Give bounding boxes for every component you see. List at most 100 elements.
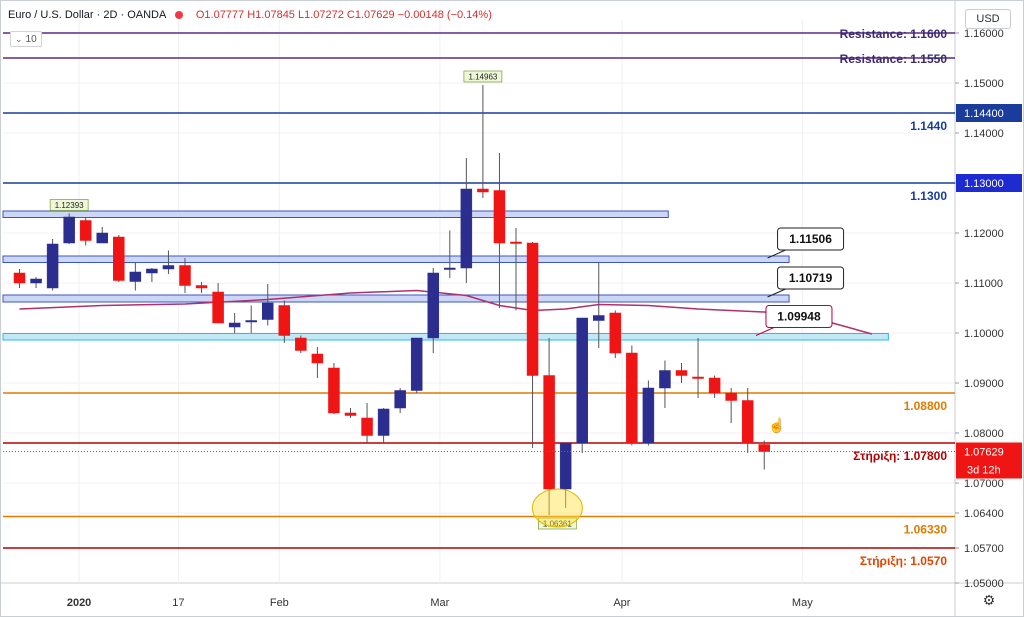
y-tick-label: 1.07000 xyxy=(964,478,1004,490)
y-tick-label: 1.08000 xyxy=(964,428,1004,440)
countdown-tag xyxy=(956,460,1022,479)
currency-button[interactable]: USD xyxy=(965,9,1011,29)
hl-label-text: 1.06361 xyxy=(543,520,572,529)
y-tick-label: 1.05700 xyxy=(964,543,1004,555)
callout-pointer xyxy=(767,288,786,298)
y-tick-label: 1.11000 xyxy=(964,278,1003,290)
level-label: Resistance: 1.1550 xyxy=(840,52,948,66)
candle-body xyxy=(609,312,622,354)
level-label: 1.1440 xyxy=(910,119,947,133)
candle-body xyxy=(79,220,92,241)
candle-body xyxy=(427,272,439,339)
candle-body xyxy=(460,188,473,269)
candle-body xyxy=(228,322,241,328)
y-tick-label: 1.15000 xyxy=(964,78,1004,90)
axis-price-tag xyxy=(956,174,1022,192)
callout-label: 1.11506 xyxy=(789,232,832,246)
symbol-title[interactable]: Euro / U.S. Dollar · 2D · OANDA xyxy=(8,9,166,21)
candle-body xyxy=(675,370,688,376)
candle-body xyxy=(30,278,42,284)
candle-body xyxy=(328,367,340,414)
hl-label-text: 1.12393 xyxy=(55,201,84,210)
x-tick-label: 2020 xyxy=(67,597,91,609)
candle-body xyxy=(758,444,770,452)
y-tick-label: 1.16000 xyxy=(964,28,1004,40)
x-tick-label: Mar xyxy=(430,597,449,609)
zone-band xyxy=(2,210,669,218)
candle-body xyxy=(626,352,638,444)
candle-body xyxy=(344,412,357,416)
zone-band xyxy=(2,294,790,303)
candle-body xyxy=(212,291,224,324)
candle-body xyxy=(576,317,588,444)
candle-body xyxy=(162,265,175,270)
zone-band xyxy=(2,333,889,341)
candle-body xyxy=(46,243,59,289)
ohlc-readout: O1.07777 H1.07845 L1.07272 C1.07629 −0.0… xyxy=(195,9,492,21)
candle-body xyxy=(410,337,423,391)
candle-body xyxy=(642,387,655,444)
candle-body xyxy=(63,216,75,244)
last-price-value: 1.07629 xyxy=(964,447,1004,459)
candle-body xyxy=(146,268,158,274)
x-tick-label: Apr xyxy=(613,597,630,609)
last-price-tag xyxy=(956,442,1022,461)
candle-body xyxy=(477,188,489,193)
candle-body xyxy=(394,390,406,409)
candle-body xyxy=(245,320,257,323)
candle-body xyxy=(692,376,704,379)
level-label: 1.1300 xyxy=(910,189,947,203)
candle-body xyxy=(526,242,539,376)
callout-pointer xyxy=(767,249,786,259)
candle-body xyxy=(262,302,274,320)
candle-body xyxy=(593,315,605,321)
axis-price-tag-label: 1.13000 xyxy=(964,178,1004,190)
x-tick-label: Feb xyxy=(270,597,289,609)
candle-body xyxy=(295,337,307,351)
x-tick-label: 17 xyxy=(172,597,184,609)
y-tick-label: 1.14000 xyxy=(964,128,1004,140)
hl-label-box xyxy=(463,70,503,83)
axis-price-tag xyxy=(956,104,1022,122)
candle-body xyxy=(708,377,721,394)
callout-box xyxy=(777,227,845,251)
candle-body xyxy=(510,241,522,244)
callout-label: 1.10719 xyxy=(789,271,833,285)
candle-body xyxy=(278,305,291,336)
y-tick-label: 1.10000 xyxy=(964,328,1004,340)
status-dot-icon xyxy=(174,11,183,19)
candle-body xyxy=(444,267,456,270)
level-label: 1.06330 xyxy=(904,523,948,537)
candle-body xyxy=(96,232,108,244)
indicator-toggle[interactable]: ⌄ 10 xyxy=(10,31,42,47)
hl-label-box xyxy=(538,517,577,530)
callout-pointer xyxy=(755,327,775,336)
level-label: Στήριξη: 1.07800 xyxy=(853,449,947,463)
chart-header: Euro / U.S. Dollar · 2D · OANDA O1.07777… xyxy=(8,9,492,21)
y-tick-label: 1.06400 xyxy=(964,508,1004,520)
candle-body xyxy=(725,392,737,401)
gear-icon[interactable]: ⚙ xyxy=(982,592,996,608)
hl-label-box xyxy=(49,199,89,211)
level-label: Resistance: 1.1600 xyxy=(840,27,948,41)
candle-body xyxy=(543,375,555,490)
zone-band xyxy=(2,255,790,263)
countdown-value: 3d 12h xyxy=(967,465,1001,477)
callout-label: 1.09948 xyxy=(777,310,821,324)
candle-body xyxy=(13,272,26,284)
candle-body xyxy=(741,400,754,444)
level-label: 1.08800 xyxy=(904,399,948,413)
candle-body xyxy=(179,265,191,286)
candle-body xyxy=(493,190,506,244)
hl-label-text: 1.14963 xyxy=(468,73,497,82)
candle-body xyxy=(377,408,390,436)
candle-body xyxy=(361,417,373,436)
candle-body xyxy=(195,285,208,289)
y-tick-label: 1.12000 xyxy=(964,228,1004,240)
y-tick-label: 1.05000 xyxy=(964,578,1004,590)
axis-price-tag-label: 1.14400 xyxy=(964,108,1004,120)
candle-body xyxy=(659,370,671,389)
x-tick-label: May xyxy=(792,597,813,609)
candle-body xyxy=(311,353,324,364)
